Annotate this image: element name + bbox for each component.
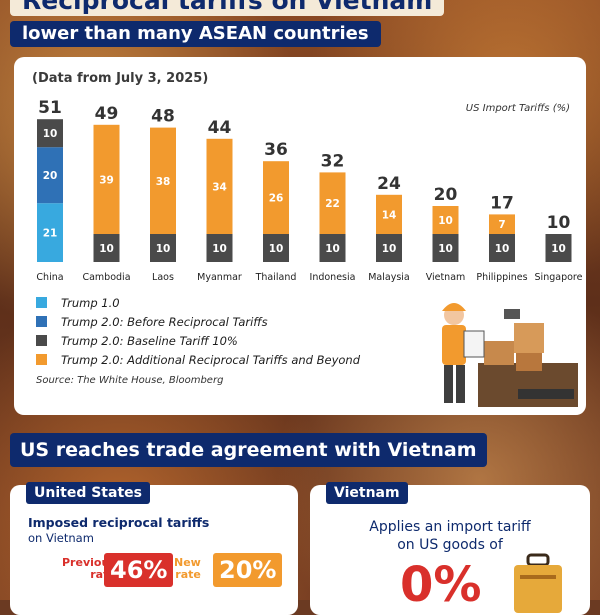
category-label: China <box>36 272 63 283</box>
legend-swatch <box>36 354 47 365</box>
category-label: Vietnam <box>426 272 466 283</box>
us-panel: Imposed reciprocal tariffs on Vietnam Pr… <box>10 485 298 615</box>
segment-label: 26 <box>269 193 284 205</box>
segment-label: 10 <box>382 243 397 255</box>
bar-segment <box>376 194 402 234</box>
bar-segment <box>93 124 120 234</box>
luggage-icon <box>514 553 562 613</box>
segment-label: 20 <box>43 170 58 182</box>
category-label: Indonesia <box>310 272 356 283</box>
legend-label: Trump 2.0: Baseline Tariff 10% <box>61 333 238 348</box>
segment-label: 10 <box>325 243 340 255</box>
bar-segment <box>37 147 63 204</box>
bar-segment <box>432 234 459 262</box>
chart-card: 21 20 10 51 China 10 39 49 Cambodia 10 38 48 Laos 10 3… <box>14 57 586 415</box>
segment-label: 10 <box>438 243 453 255</box>
total-label: 44 <box>208 118 232 138</box>
category-label: Laos <box>152 272 174 283</box>
segment-label: 10 <box>269 243 284 255</box>
segment-label: 10 <box>495 243 510 255</box>
bar-segment <box>263 161 289 234</box>
category-label: Cambodia <box>82 272 130 283</box>
category-label: Philippines <box>476 272 527 283</box>
total-label: 10 <box>547 213 571 233</box>
segment-label: 22 <box>325 198 340 210</box>
bar-segment <box>37 203 63 262</box>
vietnam-tariff-value: 0% <box>400 557 482 613</box>
bar-segment <box>489 214 515 234</box>
legend-swatch <box>36 297 47 308</box>
category-label: Singapore <box>535 272 583 283</box>
segment-label: 10 <box>99 243 114 255</box>
legend-label: Trump 2.0: Additional Reciprocal Tariffs… <box>61 352 360 367</box>
bar-segment <box>93 234 120 262</box>
new-rate-value: 20% <box>213 553 283 587</box>
legend-item: Trump 2.0: Baseline Tariff 10% <box>36 331 360 350</box>
category-label: Thailand <box>255 272 297 283</box>
bar-segment <box>319 172 346 234</box>
vietnam-tariff-text-line2: on US goods of <box>397 537 503 553</box>
total-label: 32 <box>321 151 345 171</box>
bar-segment <box>489 234 515 262</box>
legend-swatch <box>36 335 47 346</box>
total-label: 51 <box>38 98 62 118</box>
legend-item: Trump 2.0: Additional Reciprocal Tariffs… <box>36 350 360 369</box>
bar-segment <box>319 234 346 262</box>
segment-label: 10 <box>551 243 566 255</box>
segment-label: 38 <box>156 176 171 188</box>
stacked-bar-chart: 21 20 10 51 China 10 39 49 Cambodia 10 38 48 Laos 10 3… <box>36 98 583 283</box>
bar-segment <box>376 234 402 262</box>
data-date-note: (Data from July 3, 2025) <box>32 71 209 86</box>
bar-segment <box>545 234 572 262</box>
bar-segment <box>150 127 176 234</box>
legend-label: Trump 1.0 <box>61 295 120 310</box>
bar-segment <box>263 234 289 262</box>
segment-label: 10 <box>156 243 171 255</box>
vietnam-panel: Applies an import tariff on US goods of … <box>310 485 590 615</box>
new-rate-label: New rate <box>174 557 201 581</box>
legend-label: Trump 2.0: Before Reciprocal Tariffs <box>61 314 268 329</box>
segment-label: 14 <box>382 209 397 221</box>
bar-segment <box>150 234 176 262</box>
legend-item: Trump 1.0 <box>36 293 360 312</box>
us-tab-label: United States <box>26 482 150 504</box>
segment-label: 10 <box>43 128 58 140</box>
segment-label: 10 <box>438 215 453 227</box>
category-label: Malaysia <box>368 272 410 283</box>
vietnam-tab-label: Vietnam <box>326 482 408 504</box>
trade-agreement-title: US reaches trade agreement with Vietnam <box>10 433 487 467</box>
bar-segment <box>432 206 459 234</box>
segment-label: 21 <box>43 228 58 240</box>
total-label: 36 <box>264 140 288 160</box>
imposed-tariff-subtitle: on Vietnam <box>28 531 94 545</box>
previous-rate-label-line1: Previous <box>62 556 116 569</box>
segment-label: 34 <box>212 181 227 193</box>
segment-label: 10 <box>212 243 227 255</box>
total-label: 17 <box>490 193 514 213</box>
warehouse-worker-illustration <box>442 303 578 407</box>
source-note: Source: The White House, Bloomberg <box>36 375 224 386</box>
total-label: 48 <box>151 107 175 127</box>
page-subtitle: lower than many ASEAN countries <box>10 21 381 47</box>
bar-segment <box>206 138 233 234</box>
total-label: 24 <box>377 174 401 194</box>
total-label: 20 <box>434 185 458 205</box>
category-label: Myanmar <box>197 272 242 283</box>
vietnam-tariff-text-line1: Applies an import tariff <box>369 519 531 535</box>
bar-segment <box>206 234 233 262</box>
previous-rate-value: 46% <box>104 553 174 587</box>
y-axis-label: US Import Tariffs (%) <box>465 103 570 114</box>
new-rate-label-line2: rate <box>175 568 201 581</box>
imposed-tariff-title: Imposed reciprocal tariffs <box>28 515 210 530</box>
legend-item: Trump 2.0: Before Reciprocal Tariffs <box>36 312 360 331</box>
chart-legend: Trump 1.0 Trump 2.0: Before Reciprocal T… <box>36 293 360 369</box>
total-label: 49 <box>95 104 119 124</box>
segment-label: 7 <box>498 219 505 231</box>
segment-label: 39 <box>99 174 114 186</box>
new-rate-label-line1: New <box>174 556 201 569</box>
page-title: Reciprocal tariffs on Vietnam <box>10 0 445 16</box>
legend-swatch <box>36 316 47 327</box>
bar-segment <box>37 119 63 148</box>
